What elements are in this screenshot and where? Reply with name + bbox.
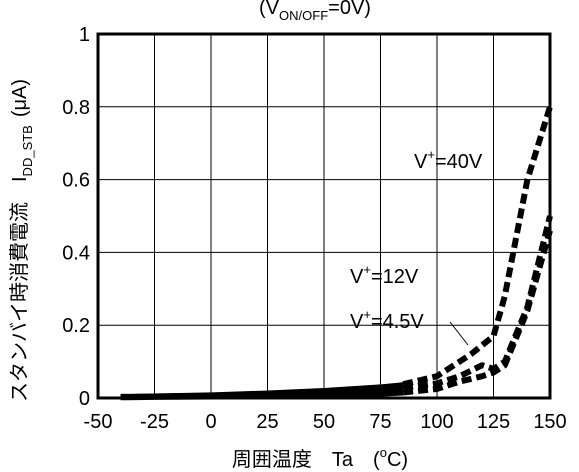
y-tick-label: 0.4 xyxy=(62,242,90,264)
x-tick-labels: -50 -25 0 25 50 75 100 125 150 xyxy=(84,411,567,433)
x-tick-label: 50 xyxy=(313,411,335,433)
grid-lines xyxy=(98,34,550,398)
x-tick-label: 0 xyxy=(205,411,216,433)
y-tick-label: 0 xyxy=(79,388,90,410)
x-tick-label: 100 xyxy=(420,411,453,433)
series-layer xyxy=(120,105,553,401)
y-tick-label: 0.8 xyxy=(62,97,90,119)
x-tick-label: 125 xyxy=(477,411,510,433)
label-leader-4v5 xyxy=(449,321,469,346)
series-labels: V+=40V V+=12V V+=4.5V xyxy=(350,147,483,346)
series-label-4v5: V+=4.5V xyxy=(350,307,424,333)
x-tick-label: -25 xyxy=(140,411,169,433)
series-label-12v: V+=12V xyxy=(350,262,419,288)
chart-title: (VON/OFF=0V) xyxy=(259,0,371,23)
y-axis-label: スタンバイ時消費電流 IDD_STB(μA) xyxy=(8,79,35,402)
series-line-dashed xyxy=(402,105,553,388)
y-tick-label: 0.2 xyxy=(62,315,90,337)
series-line-solid xyxy=(120,389,404,401)
series-label-40v: V+=40V xyxy=(414,147,483,173)
y-tick-label: 1 xyxy=(79,24,90,46)
x-tick-label: 25 xyxy=(256,411,278,433)
x-tick-label: 75 xyxy=(369,411,391,433)
y-tick-label: 0.6 xyxy=(62,170,90,192)
y-tick-labels: 0 0.2 0.4 0.6 0.8 1 xyxy=(62,24,90,410)
x-tick-label: 150 xyxy=(533,411,566,433)
x-axis-label: 周囲温度 Ta (oC) xyxy=(232,445,408,471)
series-line-dashed xyxy=(402,229,553,396)
x-tick-label: -50 xyxy=(84,411,113,433)
